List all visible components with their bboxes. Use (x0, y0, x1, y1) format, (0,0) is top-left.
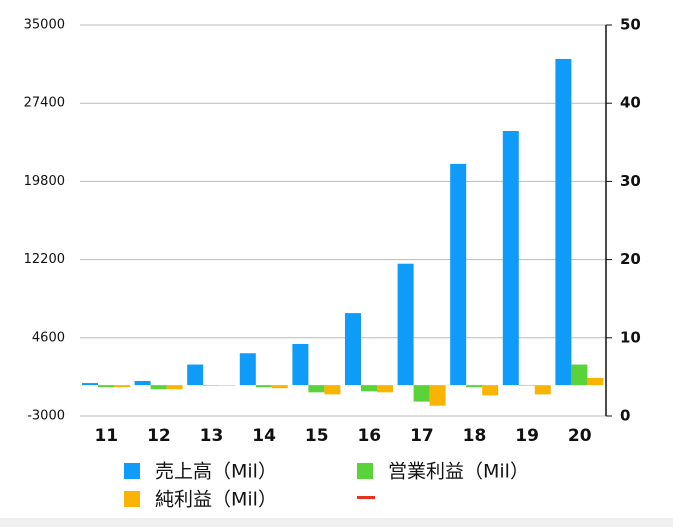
bar (114, 385, 130, 388)
legend-label: 純利益（Mil） (155, 489, 277, 511)
y2-tick-label: 50 (620, 16, 641, 34)
y-tick-label: 27400 (24, 96, 65, 111)
x-tick-label: 14 (252, 426, 276, 446)
bar (308, 385, 325, 393)
x-tick-label: 16 (357, 426, 381, 446)
y2-tick-label: 0 (620, 407, 630, 425)
y2-tick-label: 20 (620, 250, 641, 268)
bar (397, 263, 414, 386)
bottom-bar (0, 518, 673, 527)
legend-label: 営業利益（Mil） (388, 461, 529, 483)
bar (466, 385, 483, 388)
bar (345, 313, 361, 386)
bar (203, 385, 220, 386)
bar (482, 385, 499, 396)
y2-tick-label: 10 (620, 328, 641, 346)
bar (450, 163, 467, 386)
legend-swatch (124, 491, 140, 507)
bar (571, 364, 588, 386)
y2-tick-label: 30 (620, 172, 641, 190)
bar (429, 385, 446, 406)
bar (187, 364, 204, 386)
y2-tick-label: 40 (620, 94, 641, 112)
y-tick-label: 4600 (32, 330, 65, 345)
x-tick-label: 19 (515, 426, 539, 446)
bar (292, 343, 309, 386)
bar (271, 385, 288, 389)
x-tick-label: 11 (94, 426, 118, 446)
y-tick-label: 19800 (24, 174, 65, 189)
x-tick-label: 17 (410, 426, 434, 446)
bar (150, 385, 167, 390)
x-tick-label: 20 (568, 426, 592, 446)
legend-line (357, 496, 375, 499)
legend-swatch (357, 463, 373, 479)
y-tick-label: 12200 (24, 252, 65, 267)
bar (166, 385, 183, 390)
bar (555, 58, 572, 386)
bar (255, 385, 272, 388)
x-tick-label: 13 (200, 426, 224, 446)
x-tick-label: 15 (305, 426, 329, 446)
bar (413, 385, 430, 402)
bar (219, 385, 236, 386)
y-tick-label: -3000 (27, 409, 65, 424)
bar (239, 353, 256, 386)
bar (324, 385, 341, 395)
legend-label: 売上高（Mil） (155, 461, 277, 483)
x-tick-label: 12 (147, 426, 171, 446)
legend-swatch (124, 463, 140, 479)
bar (134, 381, 151, 386)
y-tick-label: 35000 (24, 18, 65, 33)
bar (587, 377, 604, 386)
bar (98, 385, 114, 388)
bar (377, 385, 393, 393)
bar (534, 385, 551, 395)
x-tick-label: 18 (463, 426, 487, 446)
bar (502, 130, 519, 386)
bar (518, 385, 535, 386)
bar (361, 385, 377, 392)
bar (82, 383, 98, 386)
